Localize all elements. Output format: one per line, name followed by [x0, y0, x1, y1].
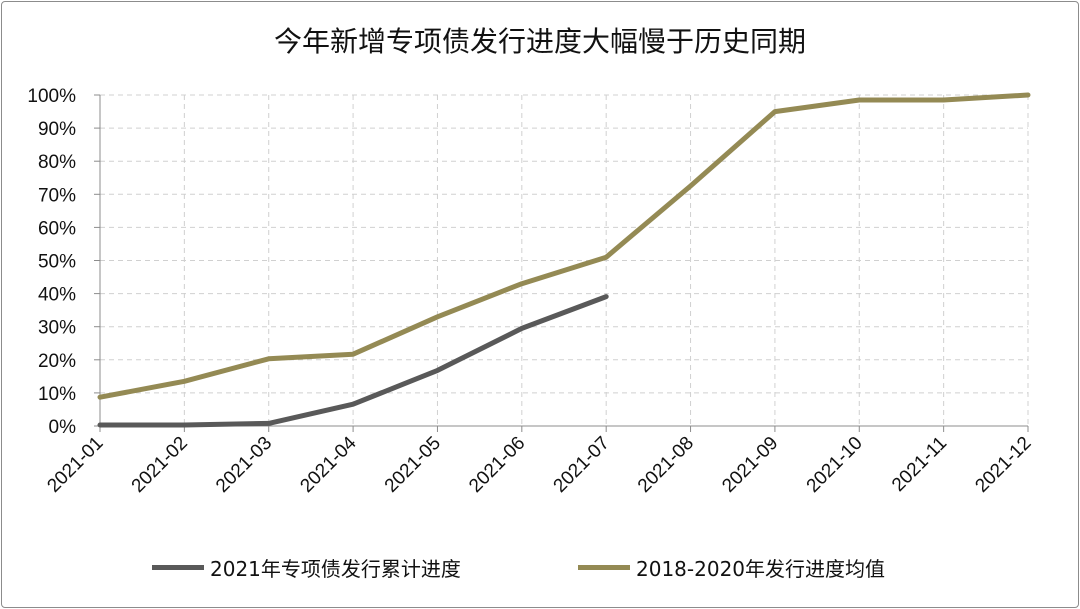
series-line-avg	[97, 92, 1031, 400]
y-tick-label: 40%	[38, 285, 76, 306]
x-tick-label: 2021-09	[718, 433, 782, 497]
x-tick-label: 2021-08	[634, 433, 698, 497]
legend-label-avg: 2018-2020年发行进度均值	[636, 556, 886, 581]
x-tick-label: 2021-04	[296, 432, 360, 496]
y-tick-label: 30%	[38, 318, 76, 339]
x-tick-label: 2021-10	[803, 433, 867, 497]
y-tick-label: 70%	[38, 185, 76, 206]
chart-title: 今年新增专项债发行进度大幅慢于历史同期	[273, 25, 806, 58]
y-axis-ticks: 0% 10% 20% 30% 40% 50% 60% 70% 80% 90% 100%	[27, 86, 100, 438]
y-tick-label: 50%	[38, 252, 76, 273]
x-tick-label: 2021-06	[465, 433, 529, 497]
series-line-2021	[97, 294, 609, 428]
y-tick-label: 0%	[49, 417, 77, 438]
y-tick-label: 80%	[38, 152, 76, 173]
x-tick-label: 2021-02	[128, 433, 192, 497]
legend-item-2021: 2021年专项债发行累计进度	[152, 552, 461, 582]
x-tick-label: 2021-11	[888, 433, 951, 496]
y-tick-label: 90%	[38, 119, 76, 140]
series-lines	[97, 92, 1031, 428]
legend-swatch-avg	[578, 564, 630, 570]
legend-swatch-2021	[152, 564, 204, 570]
x-tick-label: 2021-05	[381, 433, 445, 497]
y-tick-label: 10%	[38, 384, 76, 405]
y-tick-label: 20%	[38, 351, 76, 372]
x-tick-label: 2021-07	[550, 433, 614, 497]
gridlines	[99, 94, 1029, 427]
legend-label-2021: 2021年专项债发行累计进度	[210, 556, 461, 581]
x-tick-label: 2021-03	[212, 433, 276, 497]
legend-item-avg: 2018-2020年发行进度均值	[578, 552, 885, 582]
y-tick-label: 100%	[27, 86, 76, 107]
x-axis-ticks: 2021-01 2021-02 2021-03 2021-04 2021-05 2021-…	[43, 426, 1036, 497]
x-tick-label: 2021-01	[43, 433, 107, 497]
y-tick-label: 60%	[38, 218, 76, 239]
x-tick-label: 2021-12	[971, 433, 1035, 497]
